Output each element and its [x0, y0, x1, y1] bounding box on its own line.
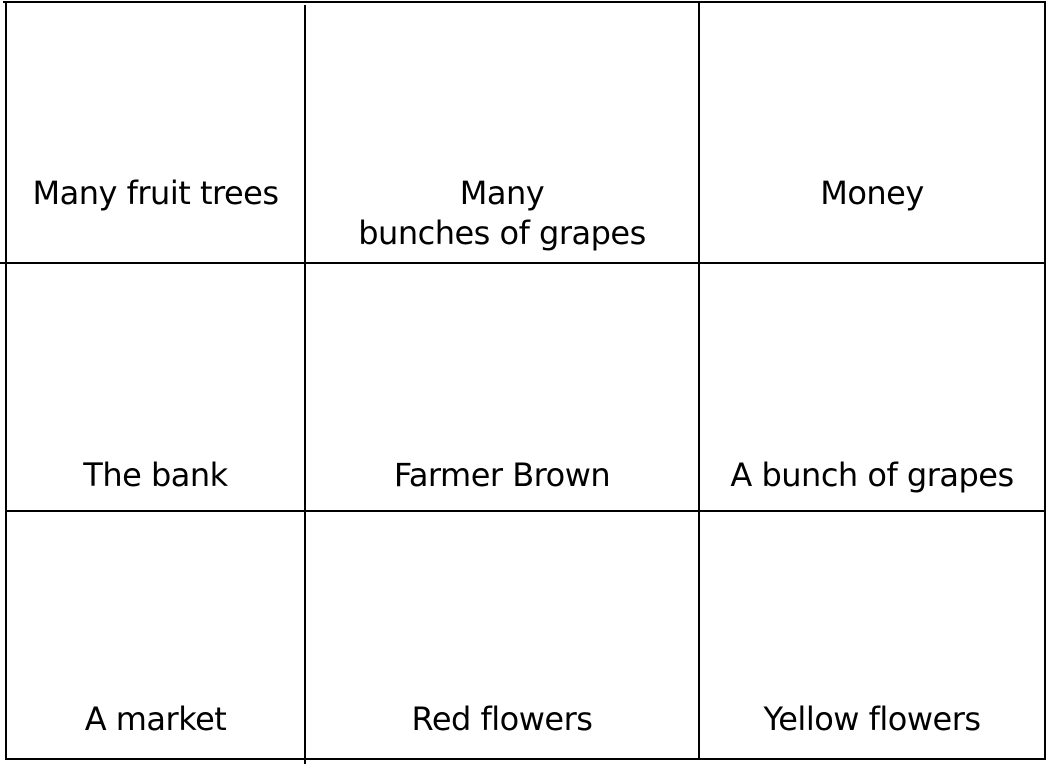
card-label-farmer-brown: Farmer Brown — [393, 456, 611, 494]
card-label-the-bank: The bank — [83, 456, 228, 494]
card-label-money: Money — [820, 174, 924, 212]
grid-line-row2 — [5, 510, 1046, 512]
grid-line-col2 — [698, 1, 700, 760]
card-label-yellow-flowers: Yellow flowers — [763, 700, 981, 738]
grid-line-top — [3, 1, 1046, 3]
card-label-many-fruit-trees: Many fruit trees — [32, 174, 279, 212]
card-label-a-market: A market — [84, 700, 227, 738]
card-label-many-bunches-of-grapes: Many bunches of grapes — [358, 174, 646, 252]
grid-line-left — [5, 1, 7, 760]
grid-line-col1 — [304, 5, 306, 764]
grid-line-bottom — [5, 758, 1046, 760]
grid-line-right — [1044, 1, 1046, 760]
grid-line-row1 — [0, 262, 1046, 264]
card-label-a-bunch-of-grapes: A bunch of grapes — [730, 456, 1014, 494]
card-label-red-flowers: Red flowers — [411, 700, 593, 738]
